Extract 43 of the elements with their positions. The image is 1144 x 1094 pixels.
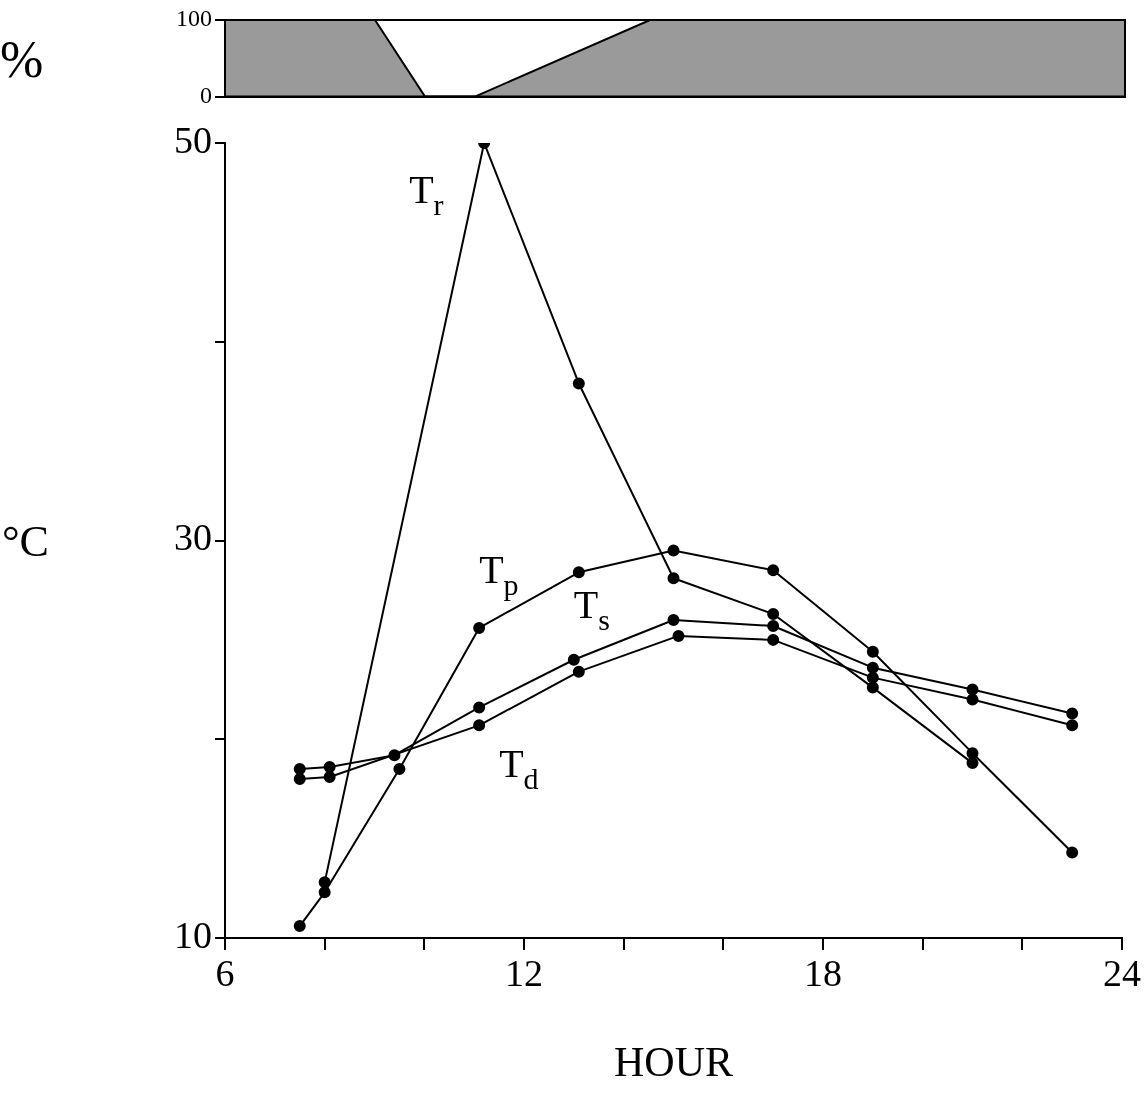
- point: [667, 614, 680, 626]
- point: [473, 621, 486, 634]
- y-tick-label: 0: [200, 81, 212, 108]
- point: [1066, 707, 1079, 720]
- point: [318, 886, 331, 899]
- point: [1066, 719, 1079, 732]
- point: [672, 629, 685, 642]
- x-tick-label: 6: [215, 951, 235, 994]
- point: [323, 771, 336, 784]
- x-tick-label: 12: [505, 951, 543, 994]
- point: [318, 876, 331, 889]
- x-tick-label: 24: [1103, 951, 1141, 994]
- point: [572, 566, 585, 579]
- y-tick-label: 100: [176, 5, 212, 32]
- point: [767, 619, 780, 632]
- y-tick-label: 10: [174, 913, 212, 956]
- point: [473, 719, 486, 732]
- point: [767, 608, 780, 621]
- point: [866, 661, 879, 674]
- point: [572, 665, 585, 678]
- y-tick-label: 50: [174, 118, 212, 161]
- point: [293, 773, 306, 785]
- point: [667, 544, 680, 557]
- x-tick-label: 18: [804, 951, 842, 994]
- point: [293, 920, 306, 933]
- point: [473, 701, 486, 714]
- point: [866, 645, 879, 658]
- x-axis-title: HOUR: [613, 1038, 734, 1085]
- point: [393, 763, 406, 776]
- point: [966, 683, 979, 696]
- y-axis-title: °C: [2, 516, 49, 566]
- point: [572, 377, 585, 390]
- point: [866, 681, 879, 694]
- point: [966, 693, 979, 706]
- point: [567, 653, 580, 666]
- point: [767, 564, 780, 577]
- point: [388, 749, 401, 762]
- point: [1066, 846, 1079, 859]
- y-tick-label: 30: [174, 516, 212, 559]
- point: [667, 572, 680, 585]
- y-axis-title: %: [0, 30, 44, 88]
- point: [966, 757, 979, 770]
- point: [767, 633, 780, 646]
